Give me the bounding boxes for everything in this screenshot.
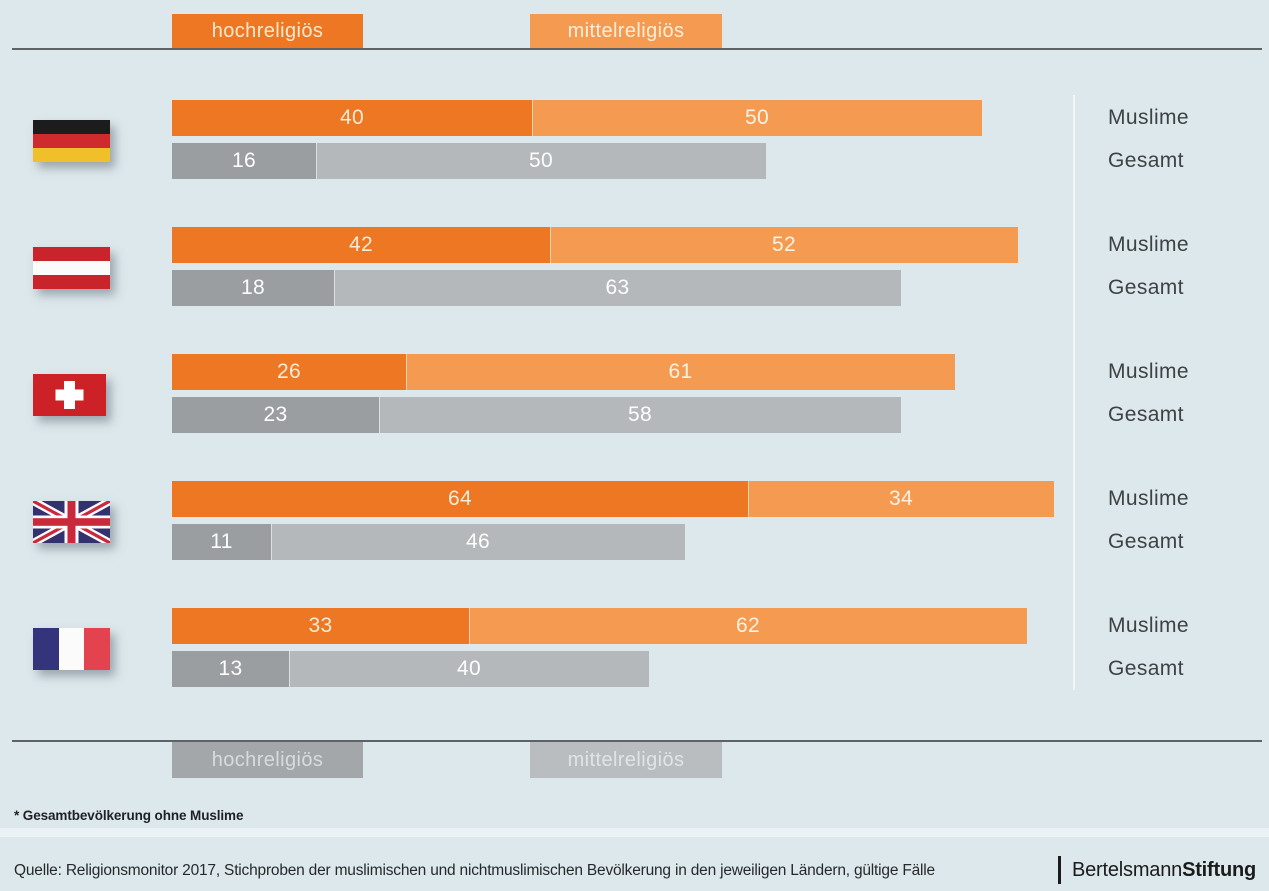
logo-bar-icon	[1057, 856, 1061, 884]
gesamt-bar-switzerland: 23 58	[172, 397, 901, 433]
label-separator-line	[1073, 95, 1075, 690]
bertelsmann-stiftung-logo: BertelsmannStiftung	[1057, 856, 1256, 884]
united-kingdom-flag	[33, 501, 110, 543]
bottom-rule-line	[12, 740, 1262, 742]
legend-bottom-mittelreligioes: mittelreligiös	[530, 742, 722, 778]
gesamt-bar-france: 13 40	[172, 651, 649, 687]
gesamt-bar-switzerland-mittelreligiös: 58	[379, 397, 901, 433]
gesamt-bar-united-kingdom-mittelreligiös: 46	[271, 524, 685, 560]
logo-text-regular: Bertelsmann	[1071, 858, 1183, 881]
row-label-muslime: Muslime	[1108, 614, 1189, 637]
france-flag	[33, 628, 110, 670]
row-label-muslime: Muslime	[1108, 233, 1189, 256]
row-label-gesamt: Gesamt	[1108, 403, 1184, 426]
legend-bottom-hochreligioes: hochreligiös	[172, 742, 363, 778]
germany-flag	[33, 120, 110, 162]
logo-text: BertelsmannStiftung	[1072, 859, 1256, 882]
legend-label: mittelreligiös	[567, 748, 685, 771]
muslime-bar-france-hochreligiös: 33	[172, 608, 469, 644]
row-label-gesamt: Gesamt	[1108, 530, 1184, 553]
muslime-bar-switzerland: 26 61	[172, 354, 955, 390]
muslime-bar-united-kingdom-mittelreligiös: 34	[748, 481, 1054, 517]
legend-label: mittelreligiös	[567, 19, 685, 42]
muslime-bar-germany: 40 50	[172, 100, 982, 136]
gesamt-bar-austria-hochreligiös: 18	[172, 270, 334, 306]
logo-text-bold: Stiftung	[1182, 858, 1256, 881]
footnote: * Gesamtbevölkerung ohne Muslime	[14, 808, 244, 823]
muslime-bar-france: 33 62	[172, 608, 1027, 644]
gesamt-bar-united-kingdom: 11 46	[172, 524, 685, 560]
gesamt-bar-france-mittelreligiös: 40	[289, 651, 649, 687]
muslime-bar-austria-hochreligiös: 42	[172, 227, 550, 263]
legend-top-hochreligioes: hochreligiös	[172, 14, 363, 48]
muslime-bar-austria-mittelreligiös: 52	[550, 227, 1018, 263]
gesamt-bar-france-hochreligiös: 13	[172, 651, 289, 687]
source-line: Quelle: Religionsmonitor 2017, Stichprob…	[14, 862, 935, 879]
gesamt-bar-germany-mittelreligiös: 50	[316, 143, 766, 179]
legend-top-mittelreligioes: mittelreligiös	[530, 14, 722, 48]
switzerland-flag	[33, 374, 106, 416]
gesamt-bar-united-kingdom-hochreligiös: 11	[172, 524, 271, 560]
row-label-muslime: Muslime	[1108, 360, 1189, 383]
muslime-bar-switzerland-hochreligiös: 26	[172, 354, 406, 390]
row-label-gesamt: Gesamt	[1108, 149, 1184, 172]
top-rule-line	[12, 48, 1262, 50]
row-label-muslime: Muslime	[1108, 106, 1189, 129]
legend-label: hochreligiös	[211, 19, 324, 42]
muslime-bar-france-mittelreligiös: 62	[469, 608, 1027, 644]
gesamt-bar-germany-hochreligiös: 16	[172, 143, 316, 179]
row-label-gesamt: Gesamt	[1108, 657, 1184, 680]
legend-label: hochreligiös	[211, 748, 324, 771]
muslime-bar-germany-mittelreligiös: 50	[532, 100, 982, 136]
gesamt-bar-switzerland-hochreligiös: 23	[172, 397, 379, 433]
row-label-gesamt: Gesamt	[1108, 276, 1184, 299]
row-label-muslime: Muslime	[1108, 487, 1189, 510]
muslime-bar-germany-hochreligiös: 40	[172, 100, 532, 136]
muslime-bar-austria: 42 52	[172, 227, 1018, 263]
gesamt-bar-germany: 16 50	[172, 143, 766, 179]
footer-divider-band	[0, 828, 1269, 837]
muslime-bar-united-kingdom-hochreligiös: 64	[172, 481, 748, 517]
muslime-bar-switzerland-mittelreligiös: 61	[406, 354, 955, 390]
gesamt-bar-austria: 18 63	[172, 270, 901, 306]
austria-flag	[33, 247, 110, 289]
gesamt-bar-austria-mittelreligiös: 63	[334, 270, 901, 306]
muslime-bar-united-kingdom: 64 34	[172, 481, 1054, 517]
